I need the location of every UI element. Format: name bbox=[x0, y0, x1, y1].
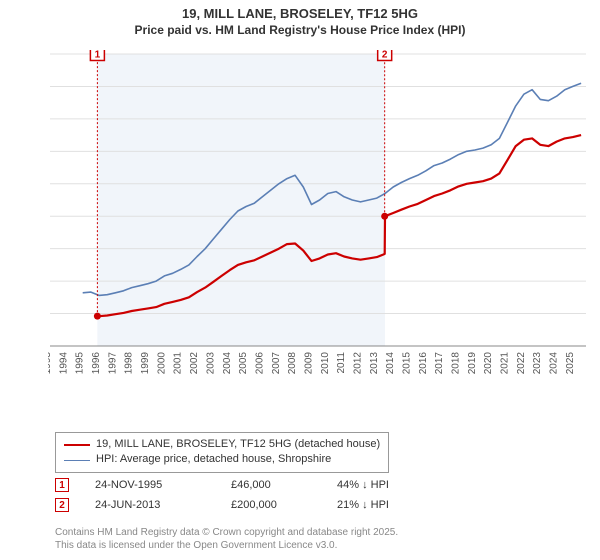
svg-text:2023: 2023 bbox=[532, 352, 543, 375]
svg-text:1999: 1999 bbox=[140, 352, 151, 375]
svg-text:2024: 2024 bbox=[549, 352, 560, 375]
svg-text:2005: 2005 bbox=[238, 352, 249, 375]
svg-text:2016: 2016 bbox=[418, 352, 429, 375]
svg-text:2020: 2020 bbox=[483, 352, 494, 375]
svg-text:2025: 2025 bbox=[565, 352, 576, 375]
svg-text:2019: 2019 bbox=[467, 352, 478, 375]
sale-date: 24-JUN-2013 bbox=[95, 499, 205, 511]
svg-text:2007: 2007 bbox=[271, 352, 282, 375]
svg-text:1998: 1998 bbox=[124, 352, 135, 375]
svg-text:1993: 1993 bbox=[48, 352, 53, 375]
svg-text:2003: 2003 bbox=[205, 352, 216, 375]
svg-text:1996: 1996 bbox=[91, 352, 102, 375]
sale-badge: 1 bbox=[55, 478, 69, 492]
svg-text:2013: 2013 bbox=[369, 352, 380, 375]
svg-text:2001: 2001 bbox=[173, 352, 184, 375]
credit-line1: Contains HM Land Registry data © Crown c… bbox=[55, 526, 398, 539]
sale-row: 2 24-JUN-2013 £200,000 21% ↓ HPI bbox=[55, 498, 389, 512]
credit-line2: This data is licensed under the Open Gov… bbox=[55, 539, 398, 552]
title-line2: Price paid vs. HM Land Registry's House … bbox=[0, 23, 600, 39]
legend-label: 19, MILL LANE, BROSELEY, TF12 5HG (detac… bbox=[96, 437, 380, 452]
svg-text:2012: 2012 bbox=[352, 352, 363, 375]
sale-price: £200,000 bbox=[231, 499, 311, 511]
svg-text:1995: 1995 bbox=[75, 352, 86, 375]
sale-delta: 21% ↓ HPI bbox=[337, 499, 389, 511]
price-chart: £0£50K£100K£150K£200K£250K£300K£350K£400… bbox=[48, 50, 590, 378]
svg-text:2009: 2009 bbox=[303, 352, 314, 375]
sale-price: £46,000 bbox=[231, 479, 311, 491]
svg-text:2011: 2011 bbox=[336, 352, 347, 374]
svg-text:2008: 2008 bbox=[287, 352, 298, 375]
svg-text:2010: 2010 bbox=[320, 352, 331, 375]
legend-item: 19, MILL LANE, BROSELEY, TF12 5HG (detac… bbox=[64, 437, 380, 452]
svg-text:2017: 2017 bbox=[434, 352, 445, 375]
svg-text:2022: 2022 bbox=[516, 352, 527, 375]
svg-text:2015: 2015 bbox=[402, 352, 413, 375]
svg-text:1: 1 bbox=[95, 50, 101, 60]
svg-text:2018: 2018 bbox=[451, 352, 462, 375]
sale-badge: 2 bbox=[55, 498, 69, 512]
svg-text:2000: 2000 bbox=[156, 352, 167, 375]
svg-text:2006: 2006 bbox=[254, 352, 265, 375]
legend-swatch bbox=[64, 460, 90, 461]
sale-date: 24-NOV-1995 bbox=[95, 479, 205, 491]
svg-text:2: 2 bbox=[382, 50, 388, 60]
sale-events: 1 24-NOV-1995 £46,000 44% ↓ HPI 2 24-JUN-2013… bbox=[55, 478, 389, 518]
legend-item: HPI: Average price, detached house, Shro… bbox=[64, 452, 380, 467]
title-line1: 19, MILL LANE, BROSELEY, TF12 5HG bbox=[0, 6, 600, 23]
svg-text:2004: 2004 bbox=[222, 352, 233, 375]
legend-label: HPI: Average price, detached house, Shro… bbox=[96, 452, 331, 467]
svg-text:2014: 2014 bbox=[385, 352, 396, 375]
legend: 19, MILL LANE, BROSELEY, TF12 5HG (detac… bbox=[55, 432, 389, 473]
svg-text:2002: 2002 bbox=[189, 352, 200, 375]
sale-delta: 44% ↓ HPI bbox=[337, 479, 389, 491]
svg-text:2021: 2021 bbox=[500, 352, 511, 375]
chart-title: 19, MILL LANE, BROSELEY, TF12 5HG Price … bbox=[0, 0, 600, 38]
svg-text:1997: 1997 bbox=[107, 352, 118, 375]
data-credit: Contains HM Land Registry data © Crown c… bbox=[55, 526, 398, 552]
chart-svg: £0£50K£100K£150K£200K£250K£300K£350K£400… bbox=[48, 50, 590, 378]
sale-row: 1 24-NOV-1995 £46,000 44% ↓ HPI bbox=[55, 478, 389, 492]
legend-swatch bbox=[64, 444, 90, 446]
svg-text:1994: 1994 bbox=[58, 352, 69, 375]
